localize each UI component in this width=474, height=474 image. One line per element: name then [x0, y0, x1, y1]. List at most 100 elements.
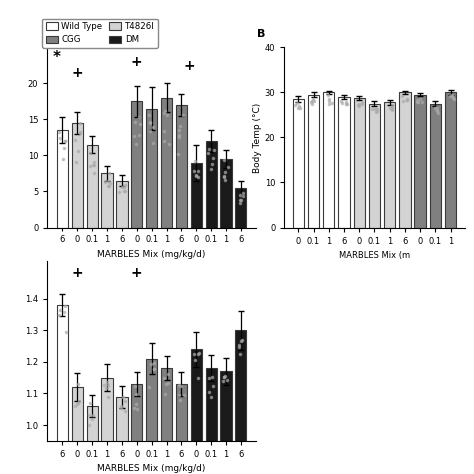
Point — [177, 382, 184, 390]
Point — [56, 306, 64, 313]
Point — [163, 111, 171, 119]
Point — [73, 400, 81, 408]
Point — [115, 188, 123, 195]
Point — [194, 374, 202, 382]
Bar — [131, 384, 142, 474]
Bar — [292, 99, 304, 228]
Point — [294, 104, 301, 111]
Point — [238, 336, 246, 344]
Point — [403, 96, 411, 103]
Point — [220, 156, 228, 164]
Point — [207, 165, 214, 173]
Bar — [116, 181, 128, 228]
Point — [161, 107, 168, 114]
Text: +: + — [72, 66, 83, 80]
Text: +: + — [131, 265, 143, 280]
Bar — [116, 397, 128, 474]
Point — [160, 109, 168, 117]
Bar — [101, 378, 113, 474]
Point — [121, 181, 128, 188]
Bar — [146, 359, 157, 474]
Point — [147, 361, 155, 368]
Text: +: + — [72, 265, 83, 280]
Point — [194, 167, 201, 174]
Bar — [384, 102, 395, 228]
Point — [103, 384, 110, 392]
Point — [222, 168, 229, 176]
Text: B: B — [257, 28, 266, 38]
Point — [61, 137, 69, 145]
Bar — [57, 130, 68, 228]
Bar — [354, 98, 365, 228]
Point — [221, 372, 229, 380]
Text: +: + — [131, 55, 143, 69]
Point — [56, 311, 64, 319]
Point — [192, 172, 200, 180]
Point — [221, 172, 228, 179]
Point — [76, 129, 84, 137]
Point — [190, 350, 198, 358]
Point — [146, 118, 154, 126]
Point — [104, 393, 111, 401]
Point — [149, 139, 157, 147]
Point — [449, 94, 456, 101]
Point — [75, 397, 82, 405]
Point — [387, 104, 394, 111]
Point — [324, 91, 332, 99]
Point — [194, 173, 202, 181]
Point — [413, 98, 421, 106]
Point — [160, 374, 168, 382]
Text: +: + — [183, 59, 195, 73]
Point — [181, 392, 188, 399]
Bar — [399, 92, 410, 228]
Point — [358, 98, 365, 106]
Point — [388, 105, 395, 113]
Point — [296, 104, 303, 111]
Point — [355, 102, 363, 109]
Point — [343, 100, 351, 108]
Point — [209, 383, 217, 390]
Point — [403, 97, 410, 104]
Bar — [445, 92, 456, 228]
Point — [175, 391, 182, 399]
Point — [103, 379, 110, 386]
Bar — [131, 101, 142, 228]
Point — [86, 400, 94, 407]
Bar — [191, 163, 202, 228]
Point — [120, 183, 128, 191]
Point — [356, 100, 363, 108]
Point — [105, 182, 113, 190]
Point — [91, 161, 98, 168]
Point — [146, 127, 154, 135]
Point — [165, 140, 173, 148]
Point — [120, 187, 128, 195]
Point — [130, 405, 138, 412]
Point — [132, 383, 139, 390]
Point — [191, 157, 199, 164]
Point — [119, 393, 127, 401]
Point — [132, 140, 140, 147]
Point — [150, 365, 157, 372]
Point — [90, 158, 98, 166]
Point — [194, 350, 202, 358]
Point — [219, 377, 227, 385]
Point — [164, 379, 172, 386]
Point — [162, 380, 170, 388]
Bar — [308, 95, 319, 228]
Point — [308, 97, 315, 104]
Point — [76, 128, 83, 136]
Point — [61, 302, 68, 310]
Point — [136, 120, 143, 128]
Point — [237, 337, 245, 345]
Bar — [72, 123, 83, 228]
Point — [235, 343, 243, 351]
Point — [236, 191, 244, 199]
Point — [450, 95, 457, 102]
Point — [368, 105, 376, 112]
Point — [448, 92, 456, 100]
Point — [308, 98, 315, 106]
Point — [431, 105, 439, 112]
Point — [205, 145, 212, 153]
Point — [398, 92, 406, 100]
Point — [292, 102, 299, 109]
